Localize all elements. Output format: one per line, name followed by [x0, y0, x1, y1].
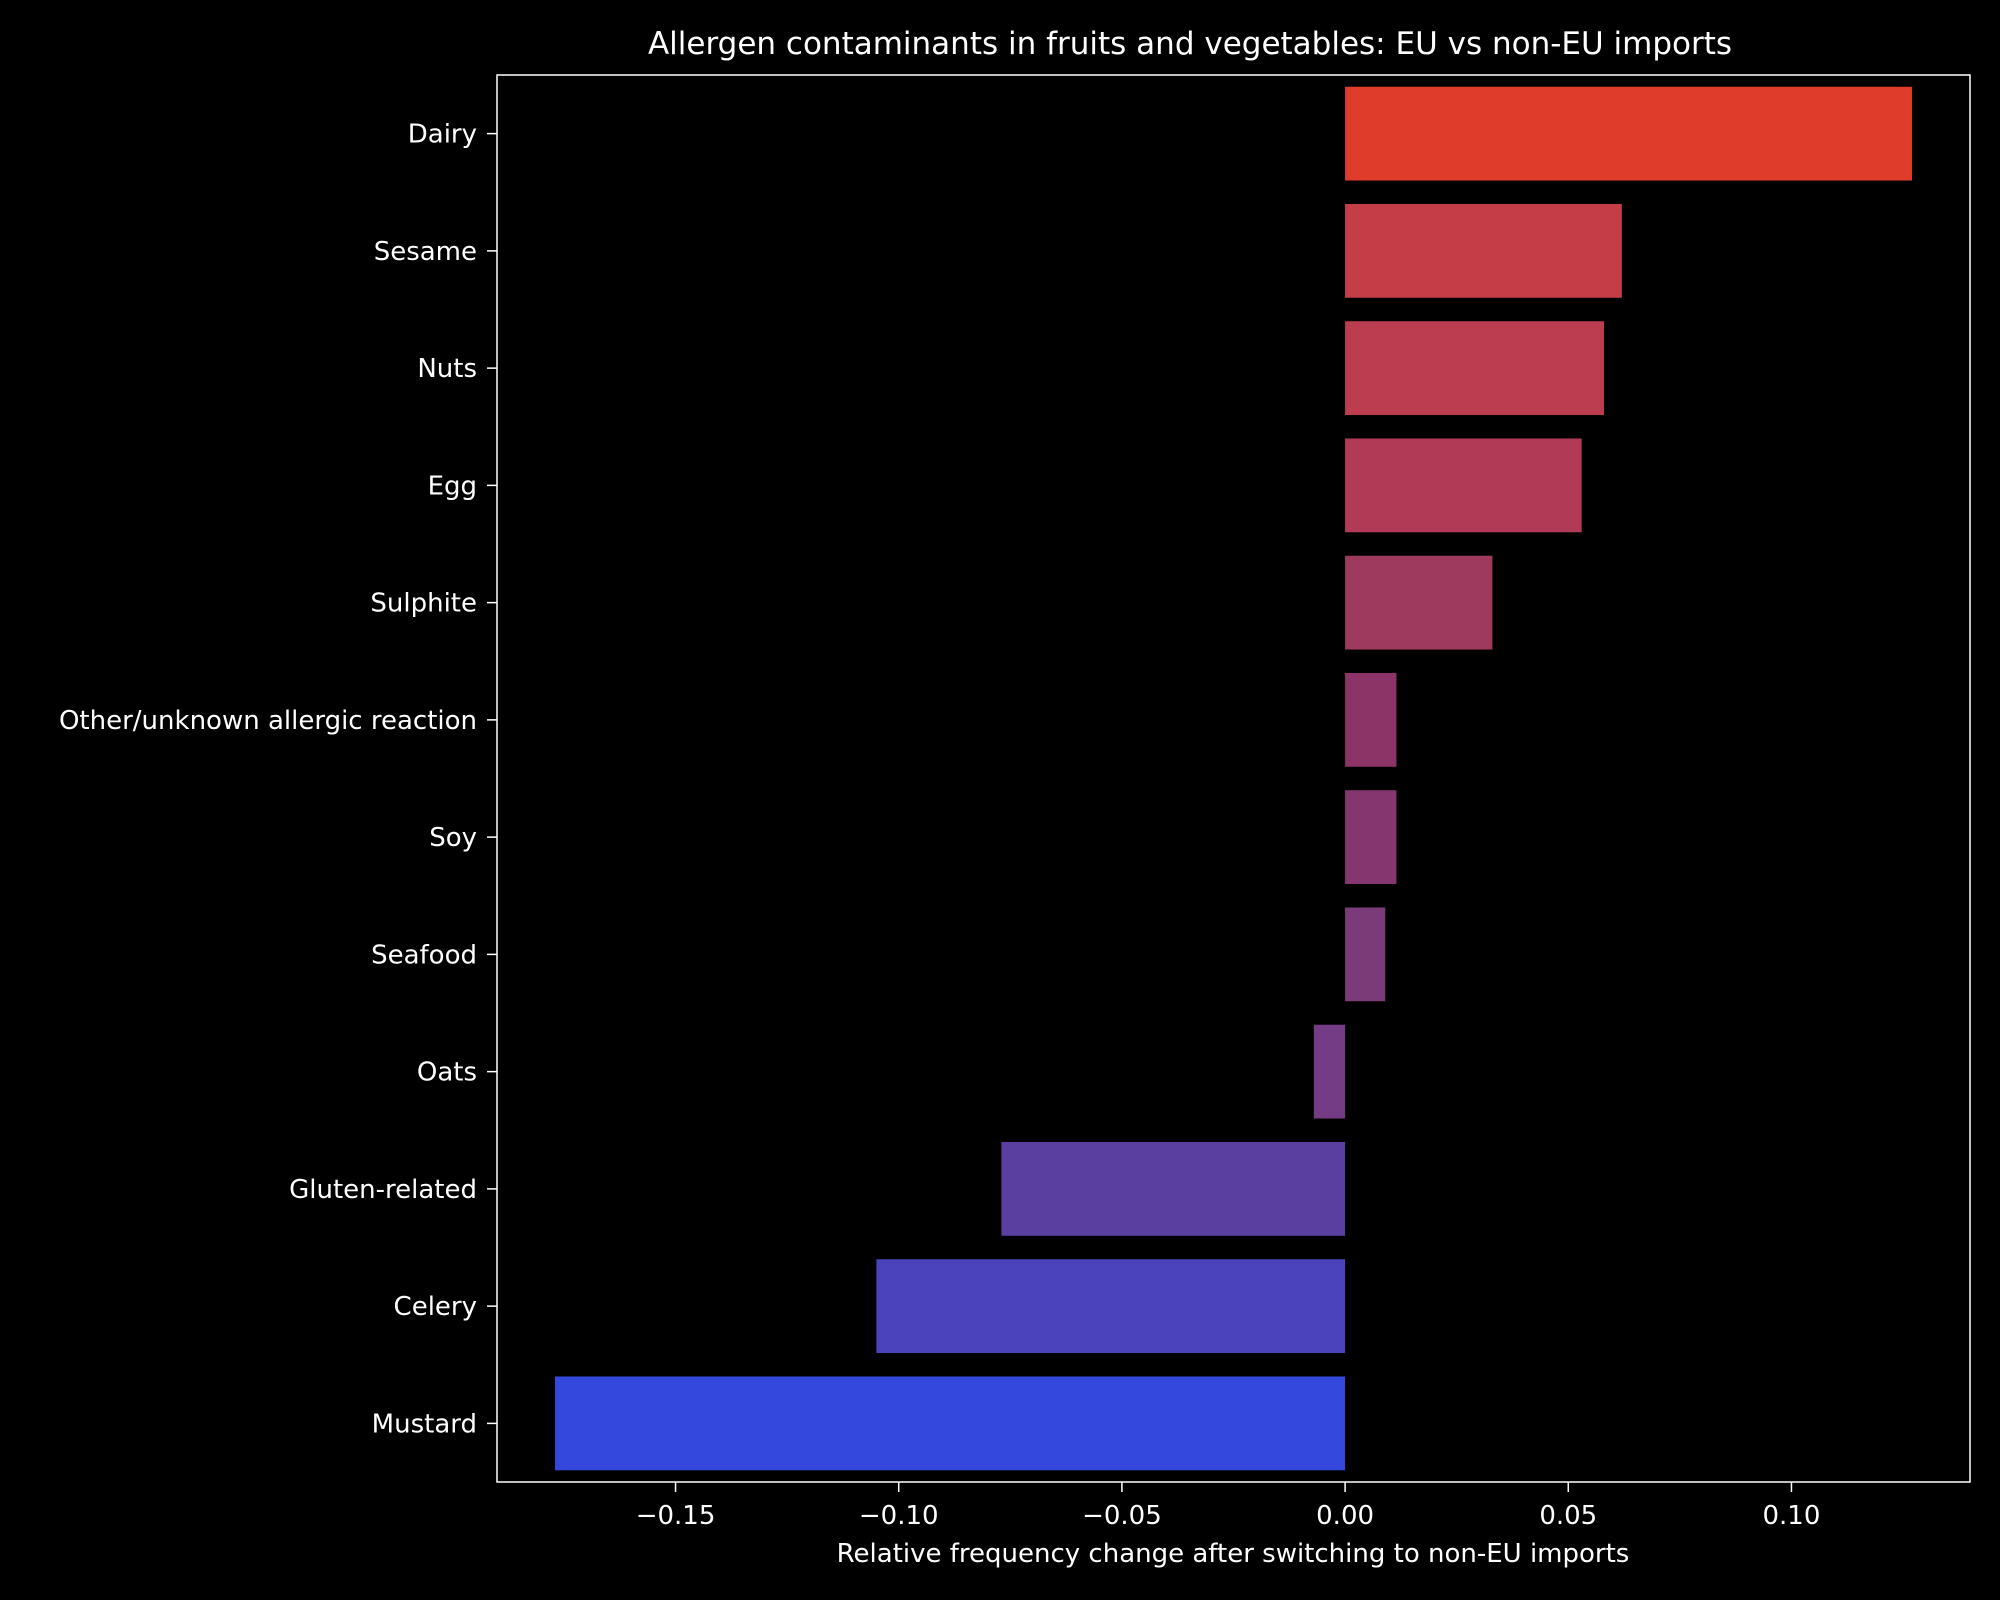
bar-soy: [1345, 790, 1397, 885]
y-axis: Dairy Sesame Nuts Egg Sulphite Other/unknown …: [59, 120, 497, 1439]
x-tick-label: 0.05: [1539, 1501, 1597, 1531]
x-tick-label: 0.10: [1763, 1501, 1821, 1531]
bars-group: [555, 86, 1912, 1471]
x-axis-label: Relative frequency change after switchin…: [837, 1539, 1630, 1569]
bar-oats: [1313, 1024, 1346, 1119]
y-tick-label: Sesame: [374, 237, 477, 267]
y-tick-label: Egg: [428, 471, 477, 501]
y-tick-label: Nuts: [417, 354, 477, 384]
y-tick-label: Mustard: [372, 1409, 477, 1439]
bar-dairy: [1345, 86, 1912, 181]
y-tick-label: Dairy: [408, 120, 477, 150]
bar-sesame: [1345, 203, 1622, 298]
bar-mustard: [555, 1376, 1346, 1471]
y-tick-label: Sulphite: [370, 589, 477, 619]
bar-seafood: [1345, 907, 1386, 1002]
y-tick-label: Seafood: [371, 940, 477, 970]
x-tick-label: 0.00: [1316, 1501, 1374, 1531]
x-tick-label: −0.15: [636, 1501, 716, 1531]
bar-celery: [876, 1259, 1346, 1354]
x-tick-label: −0.10: [859, 1501, 939, 1531]
bar-sulphite: [1345, 555, 1493, 650]
y-tick-label: Gluten-related: [289, 1175, 477, 1205]
x-axis: −0.15 −0.10 −0.05 0.00 0.05 0.10: [636, 1482, 1821, 1531]
bar-egg: [1345, 438, 1582, 533]
x-tick-label: −0.05: [1082, 1501, 1162, 1531]
y-tick-label: Celery: [394, 1292, 477, 1322]
y-tick-label: Other/unknown allergic reaction: [59, 706, 477, 736]
y-tick-label: Oats: [417, 1058, 477, 1088]
plot-frame: [496, 74, 1971, 1483]
chart-title: Allergen contaminants in fruits and vege…: [648, 26, 1732, 62]
y-tick-label: Soy: [429, 823, 477, 853]
bar-nuts: [1345, 321, 1604, 416]
bar-other-unknown-allergic-reaction: [1345, 672, 1397, 767]
bar-gluten-related: [1001, 1141, 1346, 1236]
